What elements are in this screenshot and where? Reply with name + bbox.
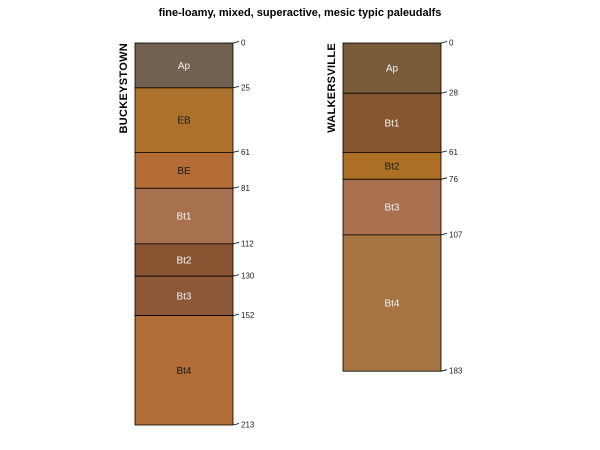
depth-tick [232, 274, 240, 277]
horizon-layer [134, 42, 234, 89]
horizon-layer [134, 275, 234, 317]
horizon-label: Ap [386, 64, 399, 75]
depth-label: 0 [449, 39, 454, 48]
horizon-layer [342, 42, 442, 94]
depth-tick [440, 91, 448, 94]
depth-tick [440, 177, 448, 180]
depth-label: 0 [241, 39, 246, 48]
profile-name: WALKERSVILLE [326, 43, 338, 133]
horizon-layer [342, 234, 442, 372]
profiles-group: BUCKEYSTOWN Ap EB BE Bt1 Bt2 Bt3 Bt4 0 25 61 81 112 1… [118, 39, 463, 430]
depth-tick [440, 233, 448, 236]
horizon-label: Bt1 [176, 212, 191, 223]
horizon-label: BE [177, 166, 191, 177]
depth-tick [232, 313, 240, 316]
depth-tick [232, 85, 240, 89]
depth-label: 81 [241, 184, 250, 193]
horizon-label: Ap [178, 61, 191, 72]
depth-label: 25 [241, 83, 250, 92]
depth-tick [232, 423, 240, 426]
horizon-layer [342, 178, 442, 236]
depth-label: 152 [241, 311, 255, 320]
depth-tick [232, 150, 240, 153]
horizon-layer [134, 151, 234, 189]
depth-label: 76 [449, 175, 458, 184]
horizon-label: Bt4 [176, 366, 191, 377]
depth-tick [232, 41, 240, 44]
horizon-label: Bt2 [384, 161, 399, 172]
depth-label: 130 [241, 272, 255, 281]
horizon-label: Bt2 [176, 256, 191, 267]
horizon-layer [342, 151, 442, 180]
horizon-layer [134, 187, 234, 245]
horizon-label: EB [177, 116, 191, 127]
horizon-label: Bt3 [176, 291, 191, 302]
depth-label: 107 [449, 230, 463, 239]
depth-label: 213 [241, 421, 255, 430]
depth-label: 28 [449, 89, 458, 98]
depth-tick [440, 41, 448, 44]
soil-profile: WALKERSVILLE Ap Bt1 Bt2 Bt3 Bt4 0 28 61 76 107 183 [326, 39, 463, 376]
profile-name: BUCKEYSTOWN [118, 43, 130, 134]
depth-label: 183 [449, 367, 463, 376]
diagram-title: fine-loamy, mixed, superactive, mesic ty… [159, 7, 442, 19]
horizon-layer [134, 315, 234, 426]
depth-label: 112 [241, 239, 254, 248]
depth-tick [440, 150, 448, 153]
depth-tick [440, 369, 448, 372]
depth-label: 61 [449, 148, 458, 157]
horizon-label: Bt4 [384, 299, 399, 310]
depth-label: 61 [241, 148, 250, 157]
horizon-label: Bt1 [384, 118, 399, 129]
depth-tick [232, 186, 240, 189]
soil-profile: BUCKEYSTOWN Ap EB BE Bt1 Bt2 Bt3 Bt4 0 25 61 81 112 1… [118, 39, 255, 430]
depth-tick [232, 241, 240, 245]
horizon-label: Bt3 [384, 203, 399, 214]
horizon-layer [134, 87, 234, 153]
